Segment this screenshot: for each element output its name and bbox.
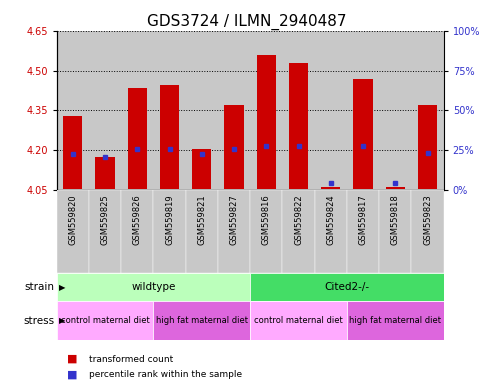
Bar bbox=[121, 31, 153, 190]
Bar bbox=[250, 301, 347, 340]
Bar bbox=[379, 190, 412, 273]
Bar bbox=[418, 105, 437, 189]
Text: percentile rank within the sample: percentile rank within the sample bbox=[89, 370, 242, 379]
Text: high fat maternal diet: high fat maternal diet bbox=[156, 316, 248, 325]
Bar bbox=[257, 55, 276, 189]
Text: GSM559820: GSM559820 bbox=[69, 194, 77, 245]
Bar bbox=[386, 187, 405, 189]
Text: control maternal diet: control maternal diet bbox=[61, 316, 149, 325]
Text: stress: stress bbox=[23, 316, 54, 326]
Bar bbox=[218, 31, 250, 190]
Bar bbox=[347, 190, 379, 273]
Bar bbox=[321, 187, 341, 189]
Text: GSM559817: GSM559817 bbox=[358, 194, 368, 245]
Text: ■: ■ bbox=[67, 369, 77, 379]
Text: GSM559824: GSM559824 bbox=[326, 194, 335, 245]
Text: GSM559822: GSM559822 bbox=[294, 194, 303, 245]
Bar bbox=[96, 157, 115, 189]
Bar bbox=[57, 301, 153, 340]
Text: strain: strain bbox=[24, 282, 54, 292]
Text: ▶: ▶ bbox=[59, 316, 66, 325]
Text: Cited2-/-: Cited2-/- bbox=[324, 282, 370, 292]
Bar bbox=[315, 31, 347, 190]
Text: ■: ■ bbox=[67, 354, 77, 364]
Bar bbox=[289, 63, 308, 189]
Bar bbox=[160, 85, 179, 189]
Bar bbox=[412, 31, 444, 190]
Bar bbox=[153, 301, 250, 340]
Text: wildtype: wildtype bbox=[131, 282, 176, 292]
Bar bbox=[63, 116, 82, 189]
Bar bbox=[218, 190, 250, 273]
Text: control maternal diet: control maternal diet bbox=[254, 316, 343, 325]
Bar bbox=[186, 190, 218, 273]
Bar bbox=[128, 88, 147, 189]
Text: GDS3724 / ILMN_2940487: GDS3724 / ILMN_2940487 bbox=[147, 13, 346, 30]
Text: GSM559825: GSM559825 bbox=[101, 194, 109, 245]
Text: GSM559827: GSM559827 bbox=[230, 194, 239, 245]
Bar bbox=[153, 31, 186, 190]
Bar bbox=[353, 79, 373, 189]
Bar bbox=[250, 31, 282, 190]
Bar bbox=[57, 273, 250, 301]
Bar bbox=[250, 273, 444, 301]
Bar bbox=[412, 190, 444, 273]
Text: GSM559821: GSM559821 bbox=[197, 194, 207, 245]
Text: transformed count: transformed count bbox=[89, 354, 173, 364]
Bar bbox=[121, 190, 153, 273]
Text: high fat maternal diet: high fat maternal diet bbox=[350, 316, 441, 325]
Bar bbox=[57, 190, 89, 273]
Text: GSM559816: GSM559816 bbox=[262, 194, 271, 245]
Bar bbox=[347, 31, 379, 190]
Text: GSM559823: GSM559823 bbox=[423, 194, 432, 245]
Bar bbox=[153, 190, 186, 273]
Text: GSM559826: GSM559826 bbox=[133, 194, 142, 245]
Text: GSM559819: GSM559819 bbox=[165, 194, 174, 245]
Bar bbox=[57, 31, 89, 190]
Bar bbox=[282, 190, 315, 273]
Bar bbox=[282, 31, 315, 190]
Bar bbox=[89, 31, 121, 190]
Bar bbox=[89, 190, 121, 273]
Bar bbox=[224, 105, 244, 189]
Text: ▶: ▶ bbox=[59, 283, 66, 291]
Bar bbox=[186, 31, 218, 190]
Bar bbox=[250, 190, 282, 273]
Bar bbox=[347, 301, 444, 340]
Text: GSM559818: GSM559818 bbox=[391, 194, 400, 245]
Bar bbox=[315, 190, 347, 273]
Bar bbox=[379, 31, 412, 190]
Bar bbox=[192, 149, 211, 189]
